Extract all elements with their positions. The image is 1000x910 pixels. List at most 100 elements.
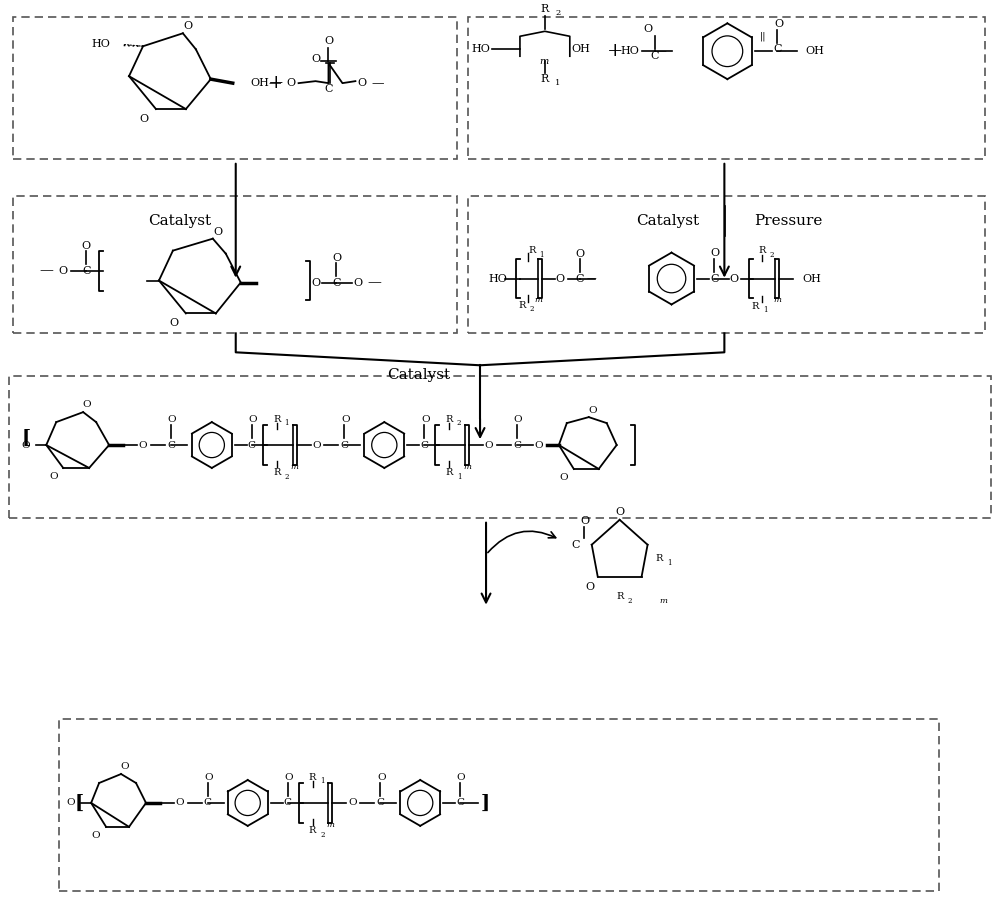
Text: 2: 2	[555, 9, 560, 17]
Text: —: —	[39, 264, 53, 278]
Text: O: O	[555, 274, 564, 284]
Text: m: m	[535, 297, 543, 305]
Text: O: O	[560, 473, 568, 482]
Text: —: —	[657, 46, 666, 56]
Text: C: C	[376, 798, 384, 807]
Text: R: R	[445, 469, 453, 478]
Text: O: O	[176, 798, 184, 807]
Text: O: O	[358, 78, 367, 88]
Text: O: O	[204, 773, 213, 782]
Text: 2: 2	[627, 597, 632, 604]
Text: O: O	[248, 415, 257, 424]
Text: R: R	[309, 826, 316, 835]
Text: R: R	[759, 246, 766, 255]
Text: 1: 1	[320, 777, 325, 785]
Text: m: m	[291, 463, 299, 471]
Text: HO: HO	[471, 45, 490, 55]
Text: O: O	[49, 472, 58, 481]
Text: O: O	[83, 399, 91, 409]
Text: O: O	[514, 415, 522, 424]
Text: m: m	[463, 463, 471, 471]
Text: R: R	[541, 74, 549, 84]
Text: R: R	[752, 302, 759, 311]
Text: O: O	[139, 114, 149, 124]
Text: R: R	[541, 5, 549, 15]
Text: m: m	[773, 297, 781, 305]
Text: 1: 1	[763, 307, 768, 315]
Text: O: O	[311, 55, 320, 65]
Text: Catalyst: Catalyst	[387, 369, 450, 382]
Text: —: —	[367, 276, 381, 289]
Text: O: O	[377, 773, 386, 782]
Text: C: C	[332, 278, 341, 288]
Text: O: O	[324, 36, 333, 46]
Bar	[9, 376, 991, 518]
Text: OH: OH	[251, 78, 270, 88]
Text: O: O	[341, 415, 350, 424]
Text: C: C	[513, 440, 521, 450]
Text: O: O	[82, 240, 91, 250]
Text: C: C	[284, 798, 292, 807]
Text: O: O	[312, 440, 321, 450]
Text: R: R	[445, 415, 453, 424]
Text: 2: 2	[284, 473, 289, 480]
Text: O: O	[588, 406, 597, 415]
Text: O: O	[615, 507, 624, 517]
Text: 1: 1	[540, 250, 544, 258]
FancyArrowPatch shape	[488, 531, 556, 552]
Text: 2: 2	[770, 250, 774, 258]
Text: O: O	[168, 415, 176, 424]
Text: 1: 1	[667, 559, 672, 567]
Text: O: O	[139, 440, 147, 450]
Text: O: O	[311, 278, 320, 288]
Text: O: O	[92, 832, 100, 840]
Text: O: O	[457, 773, 465, 782]
Text: C: C	[710, 274, 719, 284]
Text: O: O	[354, 278, 363, 288]
Text: C: C	[324, 84, 333, 94]
Text: C: C	[340, 440, 348, 450]
Text: O: O	[332, 253, 341, 263]
Text: OH: OH	[572, 45, 591, 55]
Text: HO: HO	[92, 39, 111, 49]
Text: O: O	[580, 516, 589, 526]
Bar	[468, 17, 985, 159]
Text: O: O	[348, 798, 357, 807]
Text: OH: OH	[805, 46, 824, 56]
Bar	[13, 17, 457, 159]
Text: HO: HO	[621, 46, 640, 56]
Text: 2: 2	[530, 306, 534, 313]
Text: R: R	[656, 554, 663, 563]
Bar	[13, 196, 457, 333]
Text: R: R	[273, 415, 280, 424]
Text: R: R	[616, 592, 623, 602]
Text: O: O	[730, 274, 739, 284]
Text: 1: 1	[555, 79, 561, 87]
Text: C: C	[576, 274, 584, 284]
Text: 1: 1	[457, 473, 461, 480]
Text: [: [	[22, 429, 31, 447]
Text: 2: 2	[320, 831, 325, 839]
Text: Catalyst: Catalyst	[636, 214, 699, 228]
Text: O: O	[121, 762, 129, 771]
Text: O: O	[169, 318, 178, 329]
Text: HO: HO	[488, 274, 507, 284]
Text: C: C	[650, 51, 659, 61]
Text: ||: ||	[760, 32, 767, 41]
Text: +: +	[267, 74, 284, 92]
Text: O: O	[284, 773, 293, 782]
Text: O: O	[213, 227, 222, 237]
Bar	[59, 719, 939, 891]
Text: C: C	[572, 540, 580, 550]
Text: m: m	[326, 821, 334, 829]
Bar	[468, 196, 985, 333]
Text: R: R	[518, 301, 526, 310]
Text: O: O	[775, 19, 784, 29]
Text: O: O	[421, 415, 430, 424]
Text: m: m	[539, 56, 549, 66]
Text: C: C	[456, 798, 464, 807]
Text: C: C	[82, 266, 90, 276]
Text: m: m	[660, 597, 668, 604]
Text: O: O	[67, 798, 75, 807]
Text: C: C	[248, 440, 256, 450]
